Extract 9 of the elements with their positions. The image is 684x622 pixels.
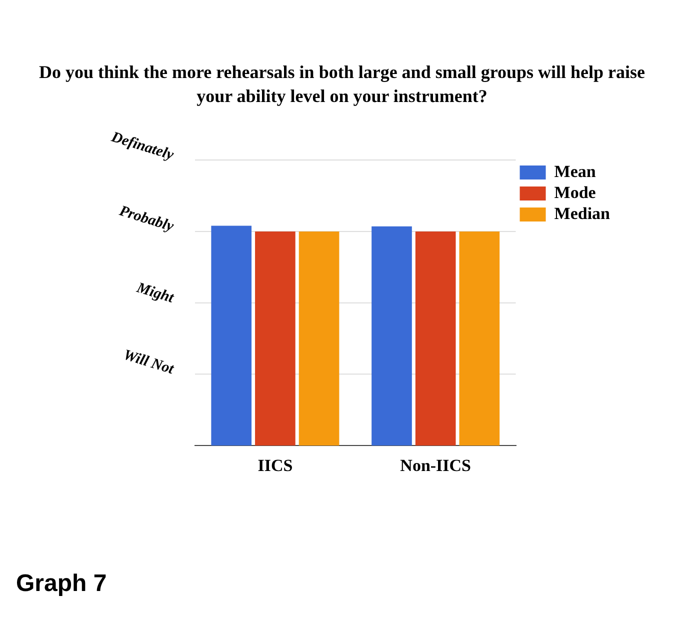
legend-label: Mode xyxy=(554,182,596,202)
x-tick-label: Non-IICS xyxy=(400,456,472,476)
ref-line-label: Will Not xyxy=(121,347,176,378)
legend-label: Median xyxy=(554,204,611,223)
chart-title: Do you think the more rehearsals in both large and small groups will help raise your ability level on your instrument? xyxy=(38,61,646,108)
legend-label: Mean xyxy=(554,162,596,181)
caption: Graph 7 xyxy=(16,570,107,598)
ref-line-label: Might xyxy=(134,280,176,307)
x-tick-label: IICS xyxy=(258,456,293,476)
